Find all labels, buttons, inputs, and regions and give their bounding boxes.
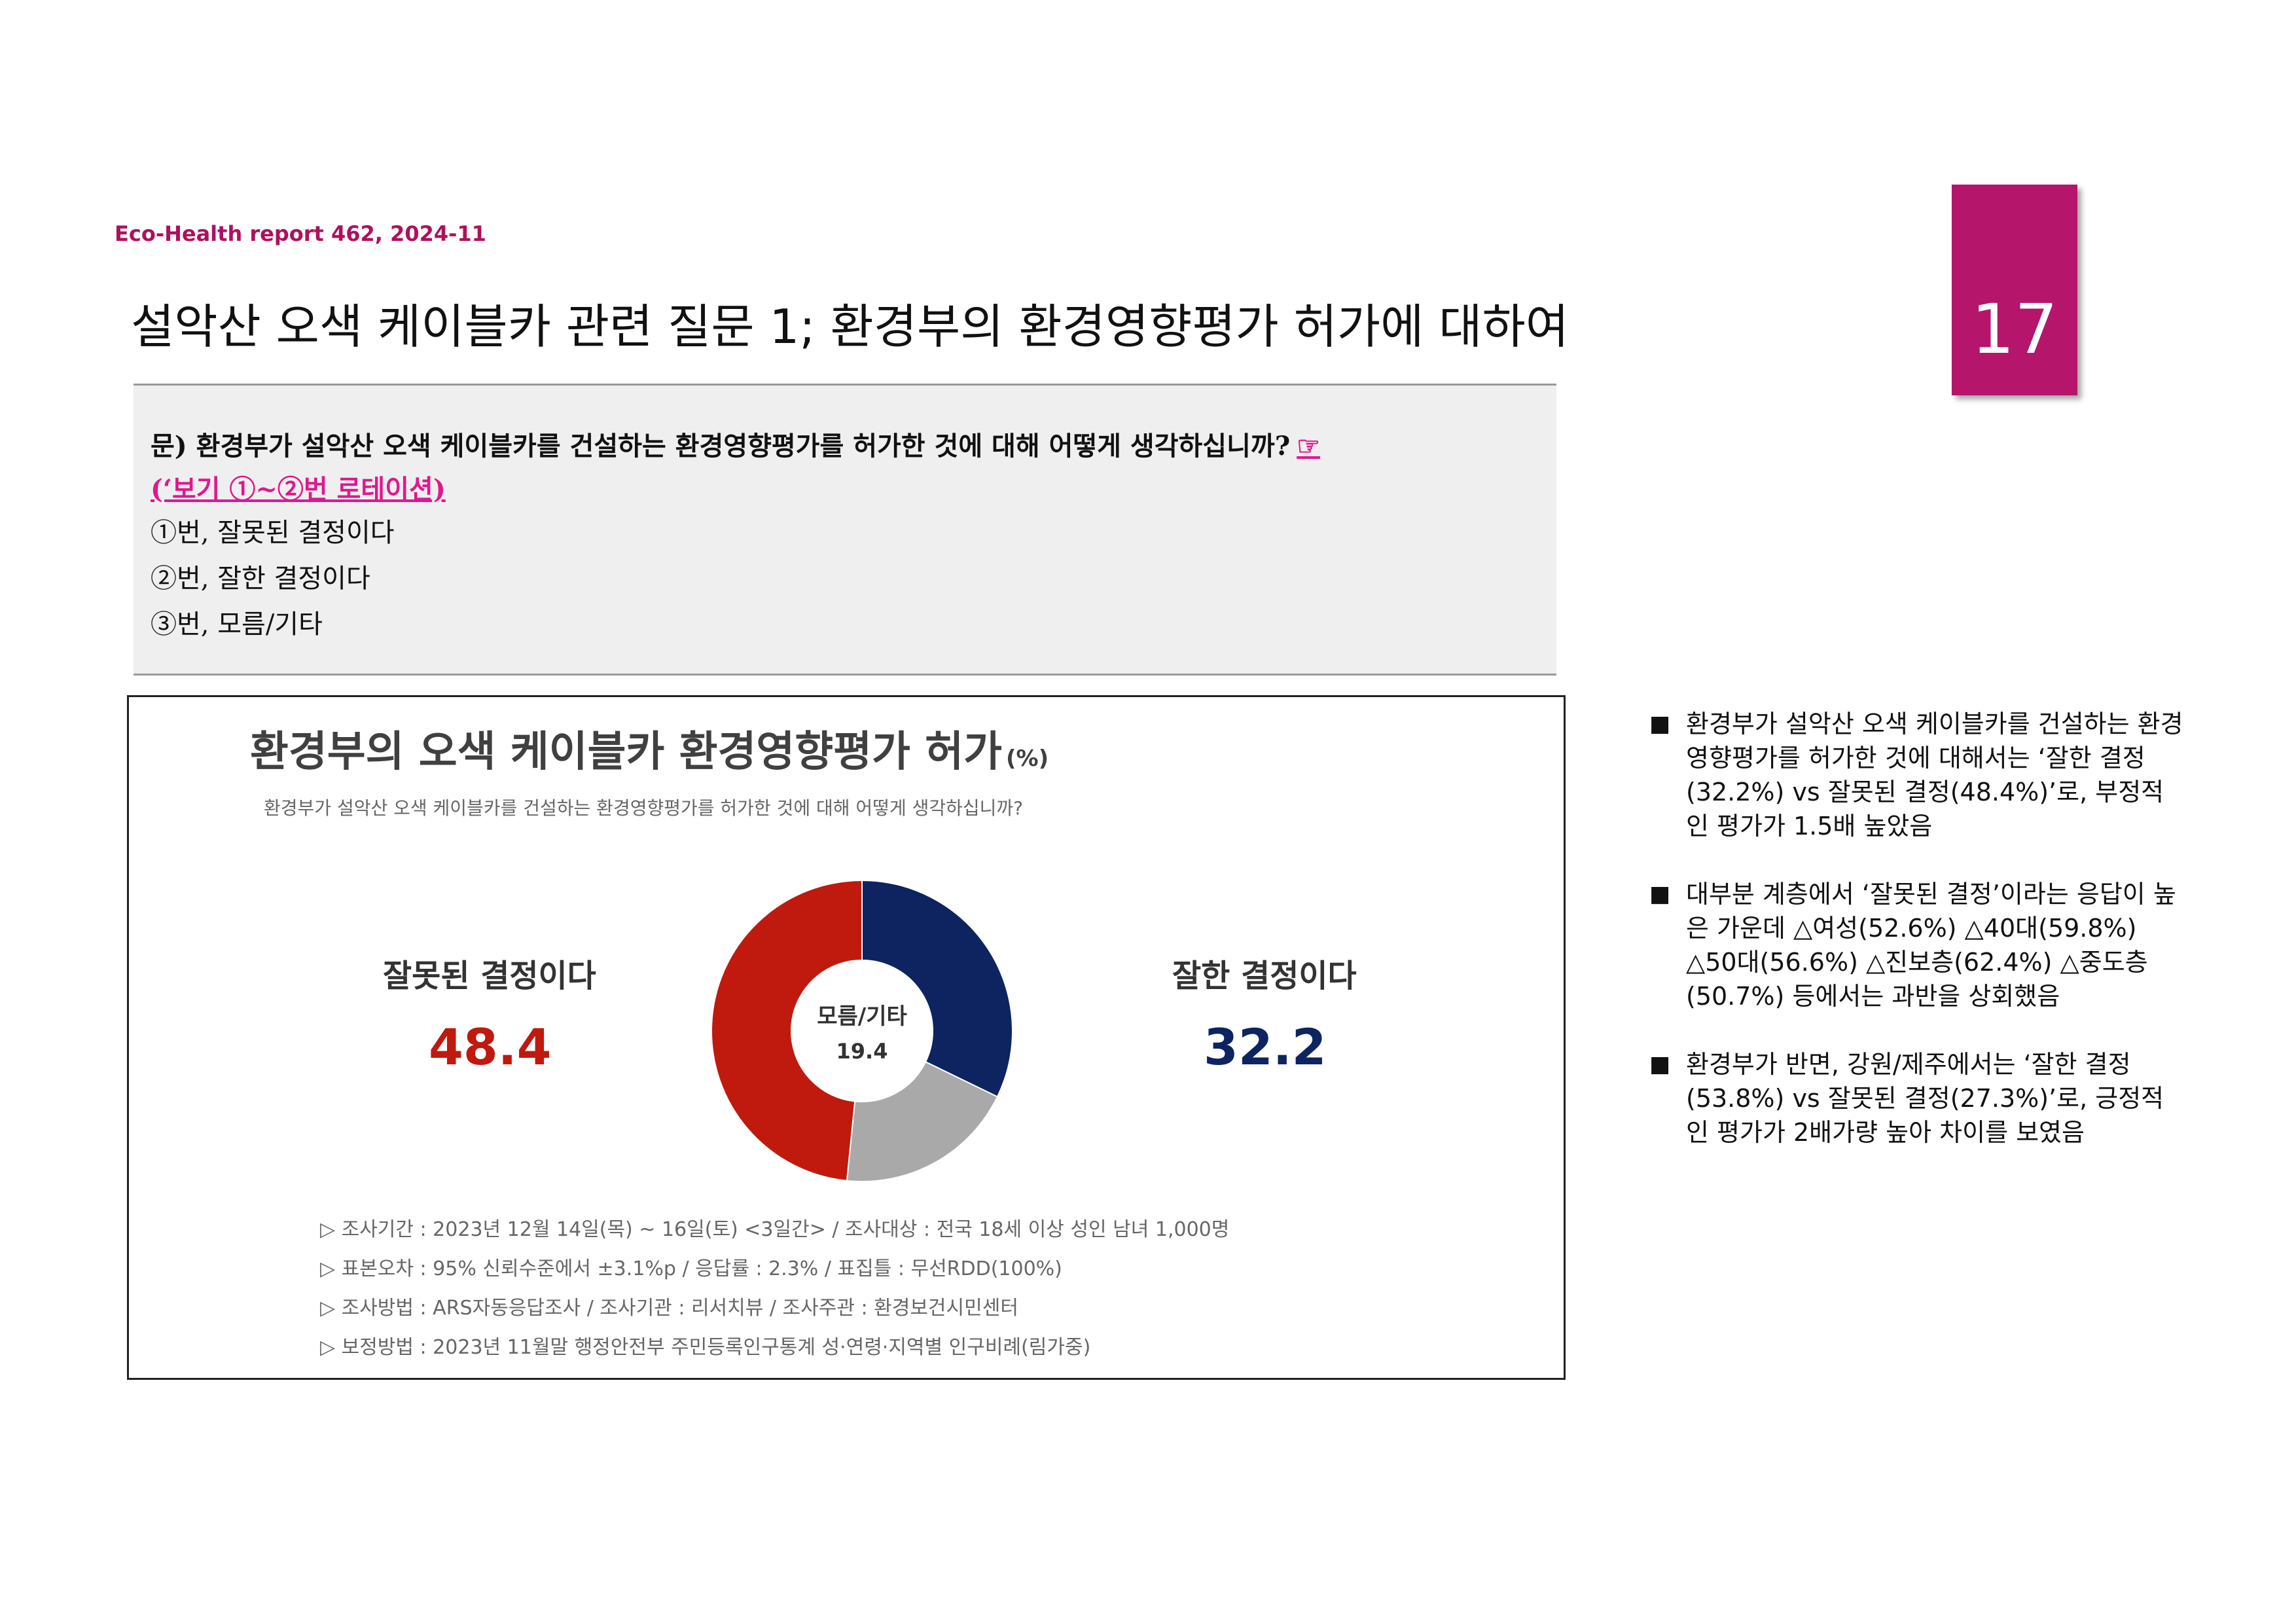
pointer-icon: ☞	[1297, 431, 1321, 461]
center-value-unknown: 19.4	[836, 1039, 888, 1064]
donut-chart	[710, 879, 1013, 1182]
option-1: ①번, 잘못된 결정이다	[151, 518, 395, 548]
option-3: ③번, 모름/기타	[151, 609, 323, 640]
slice-right-decision	[861, 879, 1013, 1098]
bullet-square-icon: ■	[1649, 881, 1671, 907]
question-line: 문) 환경부가 설악산 오색 케이블카를 건설하는 환경영향평가를 허가한 것에…	[151, 425, 1320, 463]
rotation-note: (‘보기 ①~②번 로테이션)	[151, 474, 446, 505]
chart-title-text: 환경부의 오색 케이블카 환경영향평가 허가	[250, 728, 1002, 776]
page-title: 설악산 오색 케이블카 관련 질문 1; 환경부의 환경영향평가 허가에 대하여	[131, 299, 1570, 354]
question-text: 문) 환경부가 설악산 오색 케이블카를 건설하는 환경영향평가를 허가한 것에…	[151, 431, 1291, 461]
page-number-badge: 17	[1952, 185, 2077, 395]
center-label-unknown: 모름/기타	[817, 1003, 907, 1030]
bullet-item: ■ 대부분 계층에서 ‘잘못된 결정’이라는 응답이 높은 가운데 △여성(52…	[1649, 877, 2186, 1013]
question-box: 문) 환경부가 설악산 오색 케이블카를 건설하는 환경영향평가를 허가한 것에…	[134, 384, 1556, 676]
summary-bullets: ■ 환경부가 설악산 오색 케이블카를 건설하는 환경영향평가를 허가한 것에 …	[1649, 707, 2186, 1183]
note-sampling-error: ▷ 표본오차 : 95% 신뢰수준에서 ±3.1%p / 응답률 : 2.3% …	[320, 1257, 1062, 1280]
chart-frame: 환경부의 오색 케이블카 환경영향평가 허가 (%) 환경부가 설악산 오색 케이…	[127, 695, 1566, 1380]
note-survey-period: ▷ 조사기간 : 2023년 12월 14일(목) ~ 16일(토) <3일간>…	[320, 1218, 1230, 1241]
note-method: ▷ 조사방법 : ARS자동응답조사 / 조사기관 : 리서치뷰 / 조사주관 …	[320, 1297, 1018, 1320]
chart-title: 환경부의 오색 케이블카 환경영향평가 허가 (%)	[250, 718, 1049, 778]
chart-subtitle: 환경부가 설악산 오색 케이블카를 건설하는 환경영향평가를 허가한 것에 대해…	[264, 797, 1024, 819]
slice-wrong-decision	[710, 879, 863, 1182]
label-right-decision: 잘한 결정이다	[1172, 958, 1357, 994]
bullet-item: ■ 환경부가 반면, 강원/제주에서는 ‘잘한 결정(53.8%) vs 잘못된…	[1649, 1047, 2186, 1149]
chart-unit: (%)	[1005, 746, 1049, 772]
value-right-decision: 32.2	[1204, 1018, 1327, 1076]
page-number: 17	[1971, 289, 2058, 369]
bullet-text: 대부분 계층에서 ‘잘못된 결정’이라는 응답이 높은 가운데 △여성(52.6…	[1686, 880, 2176, 1011]
report-label: Eco-Health report 462, 2024-11	[115, 221, 486, 246]
slice-unknown	[846, 1060, 999, 1182]
option-2: ②번, 잘한 결정이다	[151, 564, 370, 594]
bullet-square-icon: ■	[1649, 1051, 1671, 1077]
note-weighting: ▷ 보정방법 : 2023년 11월말 행정안전부 주민등록인구통계 성·연령·…	[320, 1336, 1091, 1359]
bullet-square-icon: ■	[1649, 711, 1671, 737]
bullet-item: ■ 환경부가 설악산 오색 케이블카를 건설하는 환경영향평가를 허가한 것에 …	[1649, 707, 2186, 843]
label-wrong-decision: 잘못된 결정이다	[383, 958, 596, 994]
value-wrong-decision: 48.4	[429, 1018, 552, 1076]
bullet-text: 환경부가 설악산 오색 케이블카를 건설하는 환경영향평가를 허가한 것에 대해…	[1686, 710, 2183, 840]
bullet-text: 환경부가 반면, 강원/제주에서는 ‘잘한 결정(53.8%) vs 잘못된 결…	[1686, 1050, 2164, 1147]
